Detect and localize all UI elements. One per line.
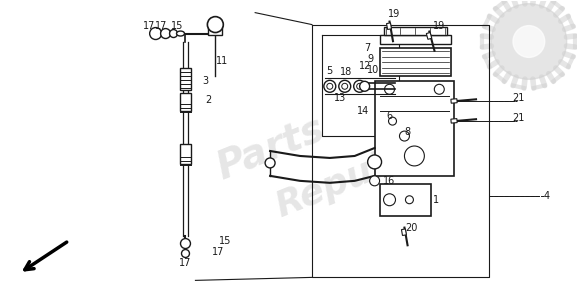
Circle shape <box>513 26 544 57</box>
Text: 16: 16 <box>383 176 396 186</box>
Text: 17: 17 <box>179 258 192 268</box>
Bar <box>380 49 451 76</box>
Text: 1: 1 <box>434 195 439 205</box>
Text: 17: 17 <box>155 21 168 30</box>
Text: 8: 8 <box>405 127 410 137</box>
Text: 17: 17 <box>142 21 155 30</box>
Circle shape <box>169 30 177 38</box>
Circle shape <box>368 155 381 169</box>
Circle shape <box>360 81 369 91</box>
Bar <box>380 184 431 216</box>
Bar <box>387 23 391 30</box>
Text: 15: 15 <box>219 236 231 246</box>
Text: 3: 3 <box>202 76 209 86</box>
Circle shape <box>181 250 190 258</box>
Circle shape <box>327 83 333 89</box>
Bar <box>380 35 451 44</box>
Bar <box>180 144 191 164</box>
Text: 4: 4 <box>544 191 550 201</box>
Bar <box>451 99 457 103</box>
Bar <box>209 25 223 35</box>
Text: 19: 19 <box>388 9 401 19</box>
Text: 2: 2 <box>205 95 212 105</box>
Text: 21: 21 <box>513 113 525 123</box>
Text: 18: 18 <box>340 67 352 77</box>
Text: 19: 19 <box>433 21 446 30</box>
Bar <box>427 33 432 39</box>
Bar <box>180 68 191 90</box>
Circle shape <box>357 83 362 89</box>
Circle shape <box>161 28 171 38</box>
Text: 20: 20 <box>405 223 418 233</box>
Circle shape <box>399 131 409 141</box>
Text: 6: 6 <box>387 111 392 121</box>
Circle shape <box>150 28 162 39</box>
Circle shape <box>324 80 336 92</box>
Circle shape <box>491 4 566 79</box>
Bar <box>402 229 406 236</box>
Bar <box>375 81 454 176</box>
Circle shape <box>180 239 191 249</box>
Text: Republic: Republic <box>270 128 444 224</box>
Text: 5: 5 <box>327 66 333 76</box>
Text: 13: 13 <box>334 93 346 103</box>
Bar <box>384 27 447 35</box>
Circle shape <box>405 196 413 204</box>
Circle shape <box>208 17 223 33</box>
Circle shape <box>265 158 275 168</box>
Circle shape <box>339 80 351 92</box>
Text: 15: 15 <box>171 21 184 30</box>
Text: 21: 21 <box>513 93 525 103</box>
Bar <box>180 93 191 111</box>
Text: 10: 10 <box>366 65 379 75</box>
Text: Parts: Parts <box>210 109 329 187</box>
Circle shape <box>384 84 395 94</box>
Bar <box>451 119 457 123</box>
Text: 14: 14 <box>357 106 369 116</box>
Circle shape <box>388 117 397 125</box>
Text: 12: 12 <box>358 61 371 71</box>
Circle shape <box>369 176 380 186</box>
Circle shape <box>384 194 395 206</box>
Circle shape <box>354 80 366 92</box>
Text: 11: 11 <box>216 57 228 66</box>
Text: 9: 9 <box>368 54 374 65</box>
Circle shape <box>434 84 444 94</box>
Text: 7: 7 <box>365 44 370 54</box>
Circle shape <box>342 83 348 89</box>
Circle shape <box>405 146 424 166</box>
Text: 17: 17 <box>212 247 224 257</box>
Ellipse shape <box>176 31 184 36</box>
